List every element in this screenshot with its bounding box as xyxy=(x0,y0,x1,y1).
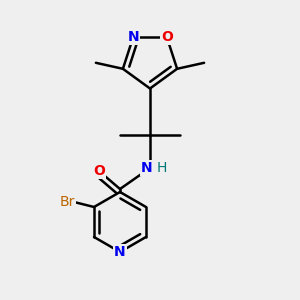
Text: O: O xyxy=(161,30,173,44)
Text: N: N xyxy=(114,245,126,259)
Text: H: H xyxy=(156,161,167,175)
Text: N: N xyxy=(141,161,153,175)
Text: Br: Br xyxy=(59,196,75,209)
Text: N: N xyxy=(128,30,139,44)
Text: O: O xyxy=(93,164,105,178)
